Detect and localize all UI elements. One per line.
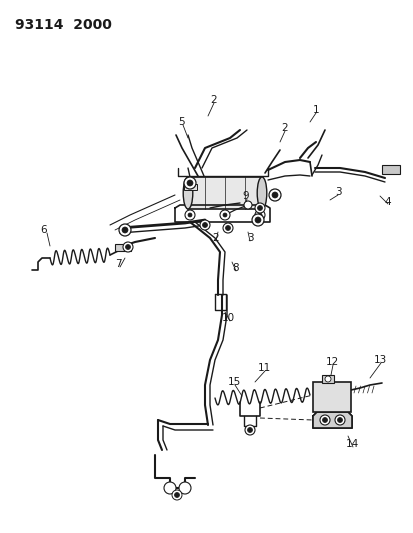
Circle shape bbox=[337, 417, 342, 423]
Text: 7: 7 bbox=[114, 259, 121, 269]
Text: 3: 3 bbox=[334, 187, 340, 197]
Text: 8: 8 bbox=[232, 263, 239, 273]
Text: 9: 9 bbox=[242, 191, 249, 201]
Text: 93114  2000: 93114 2000 bbox=[15, 18, 112, 32]
Circle shape bbox=[202, 222, 207, 228]
Circle shape bbox=[252, 214, 263, 226]
Bar bbox=[183, 184, 197, 190]
Circle shape bbox=[223, 223, 233, 233]
Text: 11: 11 bbox=[257, 363, 270, 373]
Ellipse shape bbox=[256, 177, 266, 209]
Circle shape bbox=[199, 220, 209, 230]
Circle shape bbox=[257, 213, 261, 217]
Text: 2: 2 bbox=[281, 123, 287, 133]
Circle shape bbox=[254, 203, 264, 213]
Text: 10: 10 bbox=[221, 313, 234, 323]
Bar bbox=[321, 375, 333, 383]
Circle shape bbox=[225, 225, 230, 230]
Text: 1: 1 bbox=[312, 105, 318, 115]
Circle shape bbox=[271, 192, 277, 198]
Bar bbox=[115, 244, 131, 251]
Circle shape bbox=[319, 415, 329, 425]
Text: 13: 13 bbox=[373, 355, 386, 365]
Circle shape bbox=[122, 227, 128, 233]
Text: 14: 14 bbox=[344, 439, 358, 449]
Circle shape bbox=[243, 201, 252, 209]
Circle shape bbox=[178, 482, 190, 494]
Circle shape bbox=[268, 189, 280, 201]
Circle shape bbox=[247, 427, 252, 432]
Circle shape bbox=[254, 217, 260, 223]
Bar bbox=[312, 382, 350, 412]
Text: 3: 3 bbox=[246, 233, 253, 243]
Circle shape bbox=[334, 415, 344, 425]
Circle shape bbox=[254, 210, 264, 220]
Bar bbox=[188, 177, 262, 209]
Circle shape bbox=[171, 490, 182, 500]
Text: 15: 15 bbox=[227, 377, 240, 387]
Circle shape bbox=[119, 224, 131, 236]
Circle shape bbox=[185, 210, 195, 220]
Circle shape bbox=[123, 242, 133, 252]
Text: 2: 2 bbox=[210, 95, 217, 105]
Circle shape bbox=[187, 180, 192, 186]
Circle shape bbox=[322, 417, 327, 423]
Circle shape bbox=[183, 177, 195, 189]
Circle shape bbox=[125, 245, 130, 249]
Circle shape bbox=[174, 492, 179, 497]
Polygon shape bbox=[312, 412, 351, 428]
Circle shape bbox=[244, 425, 254, 435]
Ellipse shape bbox=[183, 177, 192, 209]
Text: 6: 6 bbox=[40, 225, 47, 235]
Text: 2: 2 bbox=[212, 233, 219, 243]
Text: 4: 4 bbox=[384, 197, 390, 207]
Circle shape bbox=[257, 206, 262, 211]
Circle shape bbox=[324, 376, 330, 382]
Text: 12: 12 bbox=[325, 357, 338, 367]
Text: 5: 5 bbox=[178, 117, 185, 127]
Circle shape bbox=[219, 210, 230, 220]
Circle shape bbox=[223, 213, 226, 217]
Bar bbox=[381, 165, 399, 174]
Circle shape bbox=[188, 213, 192, 217]
Circle shape bbox=[164, 482, 176, 494]
